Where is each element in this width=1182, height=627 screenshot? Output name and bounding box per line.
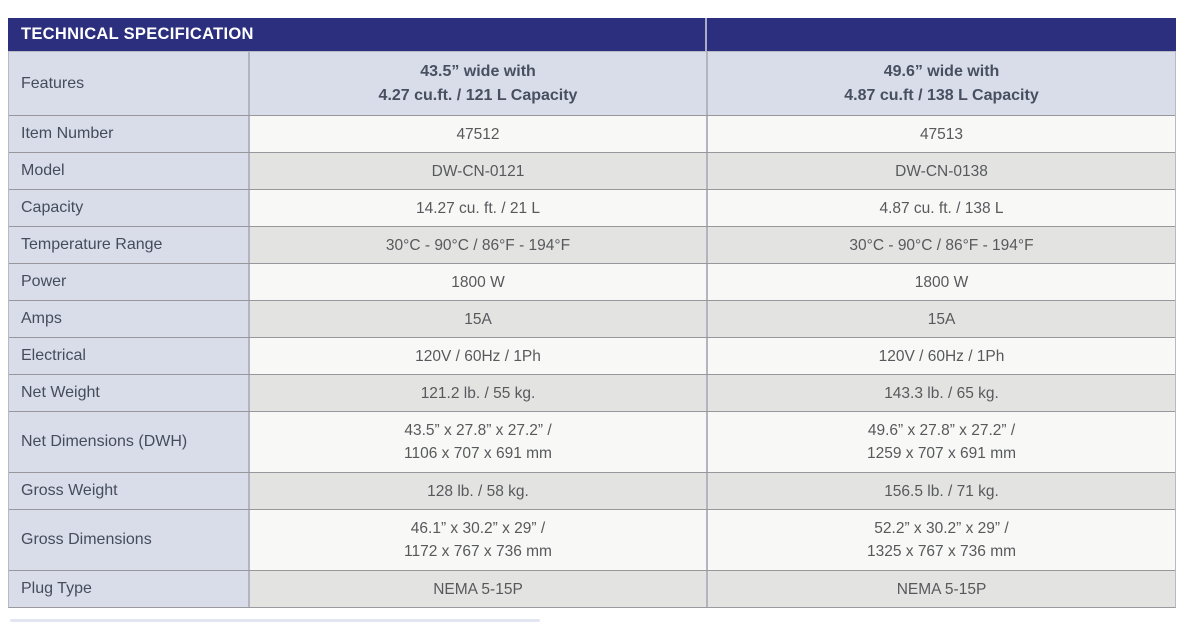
cutoff-next-section-line bbox=[10, 619, 540, 622]
table-header-right bbox=[707, 18, 1176, 51]
row-label: Features bbox=[9, 52, 248, 115]
model2-value: 49.6” wide with 4.87 cu.ft / 138 L Capac… bbox=[706, 52, 1175, 115]
table-header-bar: TECHNICAL SPECIFICATION bbox=[8, 18, 1176, 51]
row-label: Temperature Range bbox=[9, 227, 248, 263]
model1-value: 43.5” wide with 4.27 cu.ft. / 121 L Capa… bbox=[248, 52, 706, 115]
model1-value: 1800 W bbox=[248, 264, 706, 300]
row-label: Net Weight bbox=[9, 375, 248, 411]
model1-value: 46.1” x 30.2” x 29” / 1172 x 767 x 736 m… bbox=[248, 510, 706, 570]
row-label: Power bbox=[9, 264, 248, 300]
model2-value: 120V / 60Hz / 1Ph bbox=[706, 338, 1175, 374]
row-label: Item Number bbox=[9, 116, 248, 152]
row-label: Capacity bbox=[9, 190, 248, 226]
model2-value: DW-CN-0138 bbox=[706, 153, 1175, 189]
model2-value: NEMA 5-15P bbox=[706, 571, 1175, 607]
row-label: Amps bbox=[9, 301, 248, 337]
model1-value: 121.2 lb. / 55 kg. bbox=[248, 375, 706, 411]
row-label: Gross Dimensions bbox=[9, 510, 248, 570]
spec-row-item-number: Item Number 47512 47513 bbox=[9, 115, 1175, 152]
model2-value: 49.6” x 27.8” x 27.2” / 1259 x 707 x 691… bbox=[706, 412, 1175, 472]
model2-value: 143.3 lb. / 65 kg. bbox=[706, 375, 1175, 411]
model1-value: NEMA 5-15P bbox=[248, 571, 706, 607]
spec-row-net-dimensions: Net Dimensions (DWH) 43.5” x 27.8” x 27.… bbox=[9, 411, 1175, 472]
model1-value: 43.5” x 27.8” x 27.2” / 1106 x 707 x 691… bbox=[248, 412, 706, 472]
technical-specification-table: TECHNICAL SPECIFICATION Features 43.5” w… bbox=[8, 18, 1176, 608]
row-label: Net Dimensions (DWH) bbox=[9, 412, 248, 472]
model1-value: 128 lb. / 58 kg. bbox=[248, 473, 706, 509]
model2-value: 47513 bbox=[706, 116, 1175, 152]
model1-value: DW-CN-0121 bbox=[248, 153, 706, 189]
row-label: Gross Weight bbox=[9, 473, 248, 509]
model1-value: 120V / 60Hz / 1Ph bbox=[248, 338, 706, 374]
spec-row-capacity: Capacity 14.27 cu. ft. / 21 L 4.87 cu. f… bbox=[9, 189, 1175, 226]
model1-value: 14.27 cu. ft. / 21 L bbox=[248, 190, 706, 226]
spec-row-gross-dimensions: Gross Dimensions 46.1” x 30.2” x 29” / 1… bbox=[9, 509, 1175, 570]
model1-value: 47512 bbox=[248, 116, 706, 152]
spec-row-temperature-range: Temperature Range 30°C - 90°C / 86°F - 1… bbox=[9, 226, 1175, 263]
table-header-left: TECHNICAL SPECIFICATION bbox=[8, 18, 707, 51]
row-label: Plug Type bbox=[9, 571, 248, 607]
spec-row-gross-weight: Gross Weight 128 lb. / 58 kg. 156.5 lb. … bbox=[9, 472, 1175, 509]
model1-value: 15A bbox=[248, 301, 706, 337]
spec-row-plug-type: Plug Type NEMA 5-15P NEMA 5-15P bbox=[9, 570, 1175, 607]
model2-value: 4.87 cu. ft. / 138 L bbox=[706, 190, 1175, 226]
spec-row-model: Model DW-CN-0121 DW-CN-0138 bbox=[9, 152, 1175, 189]
spec-row-features: Features 43.5” wide with 4.27 cu.ft. / 1… bbox=[9, 51, 1175, 115]
model2-value: 156.5 lb. / 71 kg. bbox=[706, 473, 1175, 509]
model2-value: 15A bbox=[706, 301, 1175, 337]
row-label: Model bbox=[9, 153, 248, 189]
spec-row-amps: Amps 15A 15A bbox=[9, 300, 1175, 337]
model1-value: 30°C - 90°C / 86°F - 194°F bbox=[248, 227, 706, 263]
model2-value: 52.2” x 30.2” x 29” / 1325 x 767 x 736 m… bbox=[706, 510, 1175, 570]
spec-row-power: Power 1800 W 1800 W bbox=[9, 263, 1175, 300]
row-label: Electrical bbox=[9, 338, 248, 374]
model2-value: 30°C - 90°C / 86°F - 194°F bbox=[706, 227, 1175, 263]
table-title: TECHNICAL SPECIFICATION bbox=[21, 25, 254, 43]
spec-row-net-weight: Net Weight 121.2 lb. / 55 kg. 143.3 lb. … bbox=[9, 374, 1175, 411]
table-body: Features 43.5” wide with 4.27 cu.ft. / 1… bbox=[8, 51, 1176, 608]
model2-value: 1800 W bbox=[706, 264, 1175, 300]
spec-row-electrical: Electrical 120V / 60Hz / 1Ph 120V / 60Hz… bbox=[9, 337, 1175, 374]
